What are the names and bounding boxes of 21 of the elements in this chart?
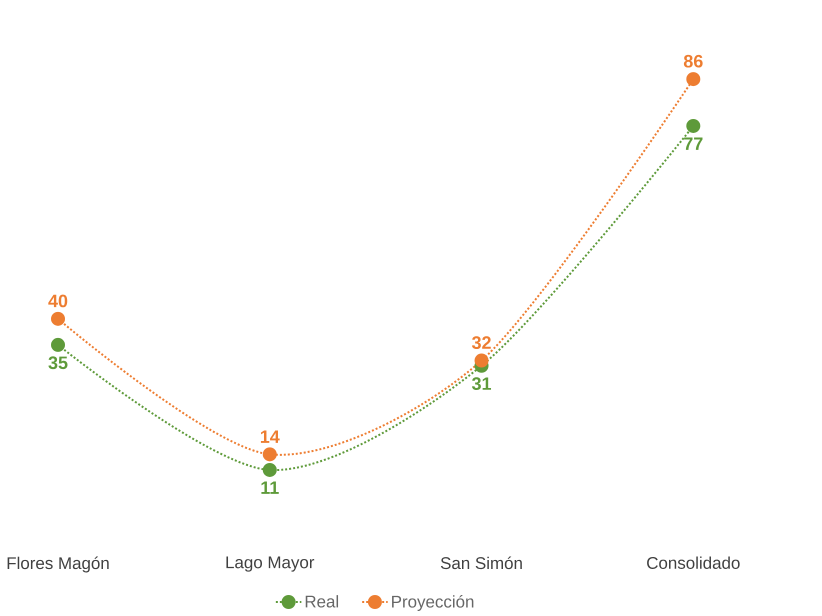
data-label: 35 [48, 356, 68, 370]
x-tick-label: Flores Magón [8, 556, 109, 572]
data-label: 11 [261, 482, 279, 494]
point [51, 338, 66, 352]
legend-label: Real [306, 595, 338, 608]
point [686, 72, 700, 86]
point [262, 447, 277, 462]
data-label: 32 [472, 336, 491, 350]
legend-label: Proyección [392, 595, 474, 611]
x-tick-label: Consolidado [647, 556, 740, 569]
point [262, 462, 277, 477]
data-label: 40 [48, 294, 68, 308]
point [474, 354, 489, 368]
data-label: 86 [684, 54, 703, 68]
x-tick-label: San Simón [440, 556, 522, 570]
point [51, 312, 66, 326]
x-tick-label: Lago Mayor [226, 556, 314, 572]
data-label: 14 [260, 430, 280, 443]
data-label: 77 [684, 138, 702, 150]
point [686, 118, 700, 133]
data-label: 31 [472, 377, 492, 390]
